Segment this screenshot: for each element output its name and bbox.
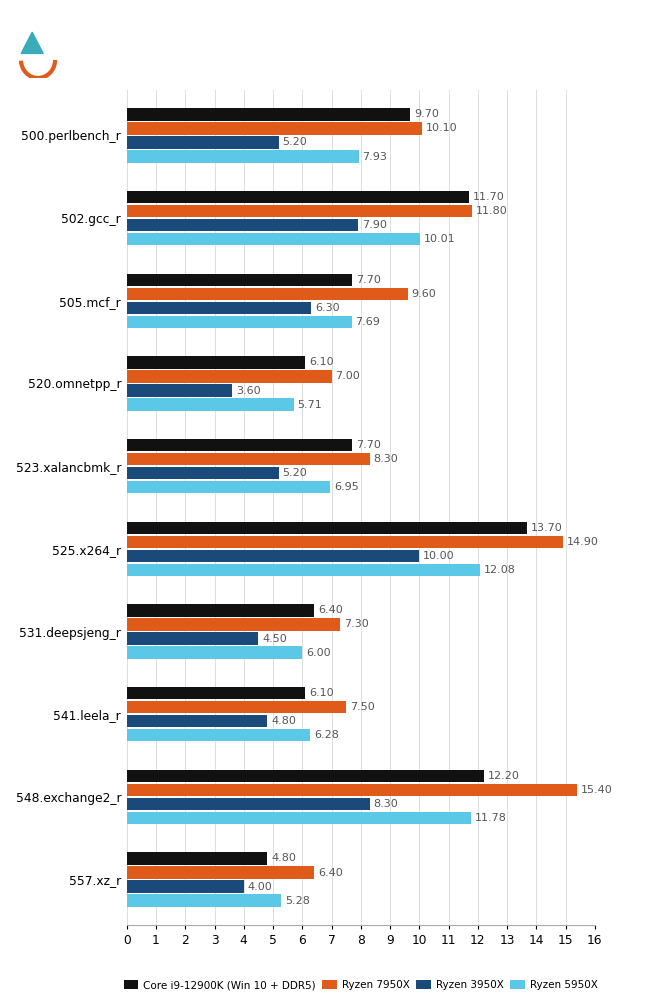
Text: 6.30: 6.30 (315, 303, 339, 313)
Text: 11.78: 11.78 (475, 813, 507, 823)
Bar (127, 233, 419, 245)
Text: 5.28: 5.28 (285, 896, 310, 906)
Bar (127, 274, 352, 286)
Text: 11.80: 11.80 (476, 206, 508, 216)
Bar (127, 439, 352, 451)
Text: 4.80: 4.80 (271, 716, 296, 726)
Polygon shape (21, 32, 43, 53)
Text: 5.20: 5.20 (283, 137, 307, 147)
Bar (127, 770, 484, 782)
Text: 14.90: 14.90 (566, 537, 598, 547)
Text: 6.00: 6.00 (306, 648, 331, 658)
Bar (127, 384, 232, 397)
Text: 7.93: 7.93 (363, 152, 387, 162)
Text: 7.70: 7.70 (356, 440, 381, 450)
Text: 4.50: 4.50 (262, 634, 287, 644)
Text: 7.90: 7.90 (361, 220, 387, 230)
Bar (127, 715, 267, 727)
Bar (127, 894, 281, 907)
Text: 4.80: 4.80 (271, 853, 296, 863)
Bar (127, 880, 244, 893)
Text: 6.95: 6.95 (334, 482, 359, 492)
Bar (127, 632, 259, 645)
Text: 10.00: 10.00 (423, 551, 455, 561)
Text: 7.50: 7.50 (350, 702, 374, 712)
Bar (127, 784, 577, 796)
Bar (127, 729, 311, 741)
Text: 4.00: 4.00 (248, 882, 272, 892)
Bar (127, 701, 346, 713)
Bar (127, 618, 341, 631)
Text: 8.30: 8.30 (373, 799, 398, 809)
Bar (127, 564, 480, 576)
Bar (127, 481, 330, 493)
Bar (127, 522, 527, 534)
Bar (127, 108, 411, 121)
Legend: Core i9-12900K (Win 10 + DDR5), Ryzen 7950X, Ryzen 3950X, Ryzen 5950X: Core i9-12900K (Win 10 + DDR5), Ryzen 79… (120, 976, 602, 994)
Bar (127, 852, 267, 865)
Text: 11.70: 11.70 (473, 192, 504, 202)
Bar (127, 812, 471, 824)
Text: 8.30: 8.30 (373, 454, 398, 464)
Text: 9.70: 9.70 (414, 109, 439, 119)
Text: 12.20: 12.20 (488, 771, 519, 781)
Text: 5.20: 5.20 (283, 468, 307, 478)
Bar (127, 536, 563, 548)
Bar (127, 316, 352, 328)
Text: 7.70: 7.70 (356, 275, 381, 285)
Bar (127, 122, 422, 135)
Bar (127, 302, 311, 314)
Text: 12.08: 12.08 (484, 565, 515, 575)
Bar (127, 687, 305, 699)
Text: 5.71: 5.71 (298, 400, 322, 410)
Text: 13.70: 13.70 (531, 523, 563, 533)
Text: 9.60: 9.60 (411, 289, 436, 299)
Polygon shape (8, 6, 57, 72)
Text: 6.10: 6.10 (309, 688, 333, 698)
Text: 10.01: 10.01 (423, 234, 455, 244)
Bar (127, 288, 408, 300)
Bar (127, 550, 419, 562)
Text: 10.10: 10.10 (426, 123, 458, 133)
Bar (127, 467, 279, 479)
Text: 3.60: 3.60 (236, 386, 261, 396)
Bar (127, 370, 332, 383)
Bar (127, 646, 302, 659)
Text: 15.40: 15.40 (581, 785, 613, 795)
Bar (127, 398, 294, 411)
Bar (127, 219, 358, 231)
Bar (127, 136, 279, 149)
Text: 6.10: 6.10 (309, 357, 333, 367)
Text: 6.40: 6.40 (318, 868, 343, 878)
Text: 7.00: 7.00 (335, 371, 360, 381)
Bar (127, 150, 359, 163)
Bar (127, 453, 369, 465)
Text: SPECint2017 Rate-1 Estimated Scores: SPECint2017 Rate-1 Estimated Scores (68, 22, 515, 42)
Bar (127, 798, 369, 810)
Bar (127, 205, 472, 217)
Bar (127, 191, 469, 203)
Text: 6.28: 6.28 (314, 730, 339, 740)
Bar (127, 356, 305, 369)
Text: 7.69: 7.69 (356, 317, 380, 327)
Bar (127, 604, 314, 617)
Text: Score · Higher is Better: Score · Higher is Better (68, 45, 224, 58)
Text: 6.40: 6.40 (318, 605, 343, 615)
Text: 7.30: 7.30 (344, 619, 369, 629)
Bar (127, 866, 314, 879)
